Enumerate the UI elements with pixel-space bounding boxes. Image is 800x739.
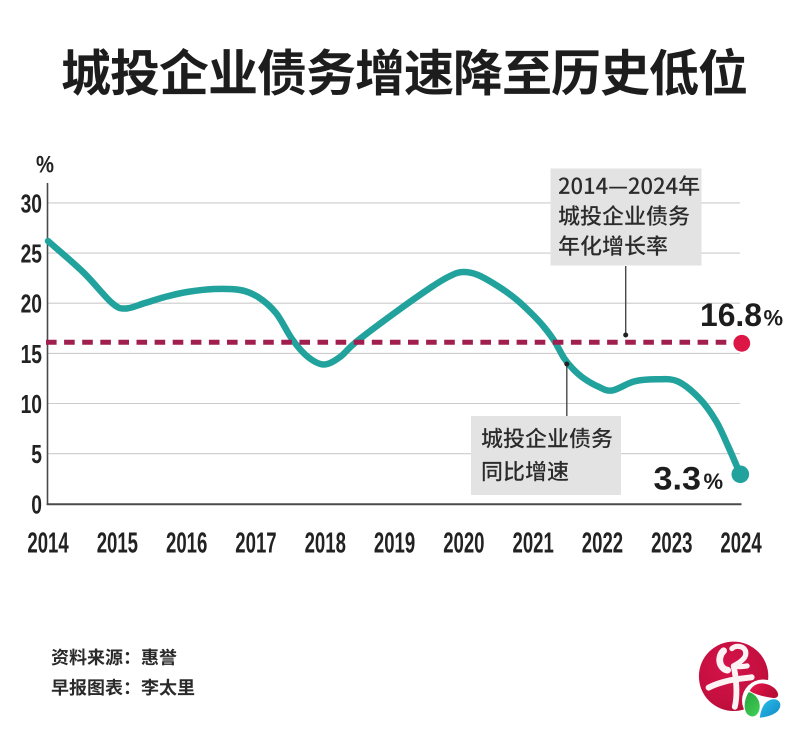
svg-text:%: % xyxy=(36,152,54,179)
svg-text:2023: 2023 xyxy=(651,528,692,560)
svg-text:2024: 2024 xyxy=(720,528,761,560)
svg-text:25: 25 xyxy=(21,239,42,269)
svg-text:2018: 2018 xyxy=(305,528,346,560)
svg-text:2016: 2016 xyxy=(166,528,207,560)
svg-text:2015: 2015 xyxy=(97,528,138,560)
svg-text:2021: 2021 xyxy=(513,528,554,560)
svg-text:%: % xyxy=(704,469,724,494)
svg-text:0: 0 xyxy=(31,489,42,519)
svg-text:%: % xyxy=(764,306,784,331)
svg-text:2020: 2020 xyxy=(443,528,484,560)
svg-text:2022: 2022 xyxy=(582,528,623,560)
svg-text:3.3: 3.3 xyxy=(654,461,702,497)
svg-text:20: 20 xyxy=(21,289,42,319)
svg-text:2014: 2014 xyxy=(27,528,68,560)
svg-text:2019: 2019 xyxy=(374,528,415,560)
svg-text:2017: 2017 xyxy=(235,528,276,560)
svg-text:16.8: 16.8 xyxy=(700,297,762,333)
svg-text:10: 10 xyxy=(21,389,42,419)
svg-text:30: 30 xyxy=(21,188,42,218)
svg-text:15: 15 xyxy=(21,339,42,369)
svg-text:5: 5 xyxy=(31,439,42,469)
